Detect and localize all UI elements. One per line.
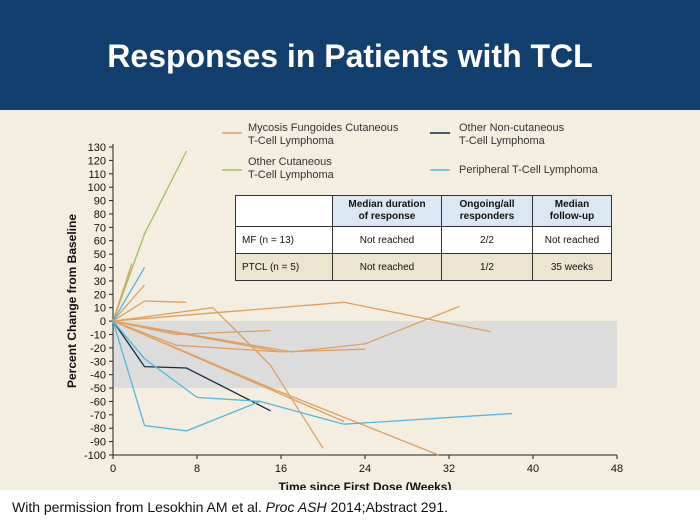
y-tick-label: 10 (94, 303, 106, 315)
series-line-mycosis-fungoides (112, 300, 187, 322)
y-tick-label: -10 (90, 329, 106, 341)
x-tick-labels: 0 8 16 24 32 40 48 (110, 463, 623, 475)
x-tick-label: 16 (275, 463, 287, 475)
citation-suffix: 2014;Abstract 291. (326, 499, 449, 515)
y-tick-label: 0 (100, 316, 106, 328)
x-tick-label: 32 (443, 463, 455, 475)
series-line-peripheral-tcl (112, 320, 513, 425)
table-header-followup: Median follow-up (532, 195, 612, 227)
x-tick-label: 40 (527, 463, 539, 475)
y-tick-labels: 1301201101009080706050403020100-10-20-30… (84, 142, 106, 462)
legend-label: Mycosis Fungoides Cutaneous (248, 122, 399, 134)
y-tick-label: -100 (84, 450, 106, 462)
series-line-mycosis-fungoides (112, 320, 345, 423)
legend-label: Other Non-cutaneous (459, 122, 565, 134)
table-cell: 1/2 (441, 253, 533, 281)
table-cell: Not reached (532, 226, 612, 254)
y-tick-label: -80 (90, 423, 106, 435)
x-tick-label: 24 (359, 463, 371, 475)
y-tick-label: 100 (88, 182, 106, 194)
citation-journal: Proc ASH (265, 499, 327, 515)
series-line-other-cutaneous (112, 150, 188, 322)
legend-label: T-Cell Lymphoma (248, 135, 335, 147)
legend-label: T-Cell Lymphoma (459, 135, 546, 147)
y-tick-label: -50 (90, 383, 106, 395)
table-cell: 2/2 (441, 226, 533, 254)
series-line-peripheral-tcl (112, 320, 261, 432)
y-tick-label: 70 (94, 222, 106, 234)
y-tick-label: -90 (90, 437, 106, 449)
y-tick-label: -60 (90, 396, 106, 408)
y-tick-label: 30 (94, 276, 106, 288)
table-cell: Not reached (332, 226, 442, 254)
series-line-mycosis-fungoides (112, 301, 492, 333)
series-line-mycosis-fungoides (112, 320, 282, 353)
legend-label: T-Cell Lymphoma (248, 169, 335, 181)
y-tick-label: 130 (88, 142, 106, 154)
table-header-duration: Median duration of response (332, 195, 442, 227)
x-tick-label: 0 (110, 463, 116, 475)
chart-axes (109, 144, 618, 459)
footer (0, 490, 700, 525)
table-cell: MF (n = 13) (235, 226, 333, 254)
legend-label: Peripheral T-Cell Lymphoma (459, 164, 599, 176)
y-tick-label: 110 (88, 169, 106, 181)
x-tick-label: 48 (611, 463, 623, 475)
y-tick-label: 50 (94, 249, 106, 261)
y-tick-label: 60 (94, 236, 106, 248)
table-row: PTCL (n = 5) Not reached 1/2 35 weeks (235, 253, 612, 281)
y-axis-label: Percent Change from Baseline (65, 214, 79, 388)
y-tick-label: 40 (94, 263, 106, 275)
y-tick-label: 90 (94, 196, 106, 208)
x-tick-label: 8 (194, 463, 200, 475)
slide-title: Responses in Patients with TCL (107, 38, 593, 74)
series-line-mycosis-fungoides (112, 307, 324, 449)
response-band (113, 321, 617, 389)
legend-label: Other Cutaneous (248, 156, 332, 168)
title-banner (0, 0, 700, 110)
table-row: MF (n = 13) Not reached 2/2 Not reached (235, 226, 612, 254)
response-table: Median duration of response Ongoing/all … (235, 195, 612, 281)
series-line-mycosis-fungoides (112, 263, 133, 322)
y-tick-label: 20 (94, 289, 106, 301)
series-line-mycosis-fungoides (112, 284, 145, 322)
y-tick-label: 80 (94, 209, 106, 221)
table-cell: 35 weeks (532, 253, 612, 281)
y-tick-label: -20 (90, 343, 106, 355)
table-header-blank (235, 195, 333, 227)
y-tick-label: -40 (90, 370, 106, 382)
patient-lines (112, 150, 513, 456)
table-cell: PTCL (n = 5) (235, 253, 333, 281)
y-tick-label: -30 (90, 356, 106, 368)
y-tick-label: -70 (90, 410, 106, 422)
series-line-other-noncutaneous (112, 320, 271, 412)
citation-prefix: With permission from Lesokhin AM et al. (12, 499, 266, 515)
table-cell: Not reached (332, 253, 442, 281)
series-line-peripheral-tcl (112, 267, 146, 322)
table-header-ongoing: Ongoing/all responders (441, 195, 533, 227)
series-line-mycosis-fungoides (112, 305, 460, 353)
citation: With permission from Lesokhin AM et al. … (12, 499, 448, 515)
y-tick-label: 120 (88, 155, 106, 167)
